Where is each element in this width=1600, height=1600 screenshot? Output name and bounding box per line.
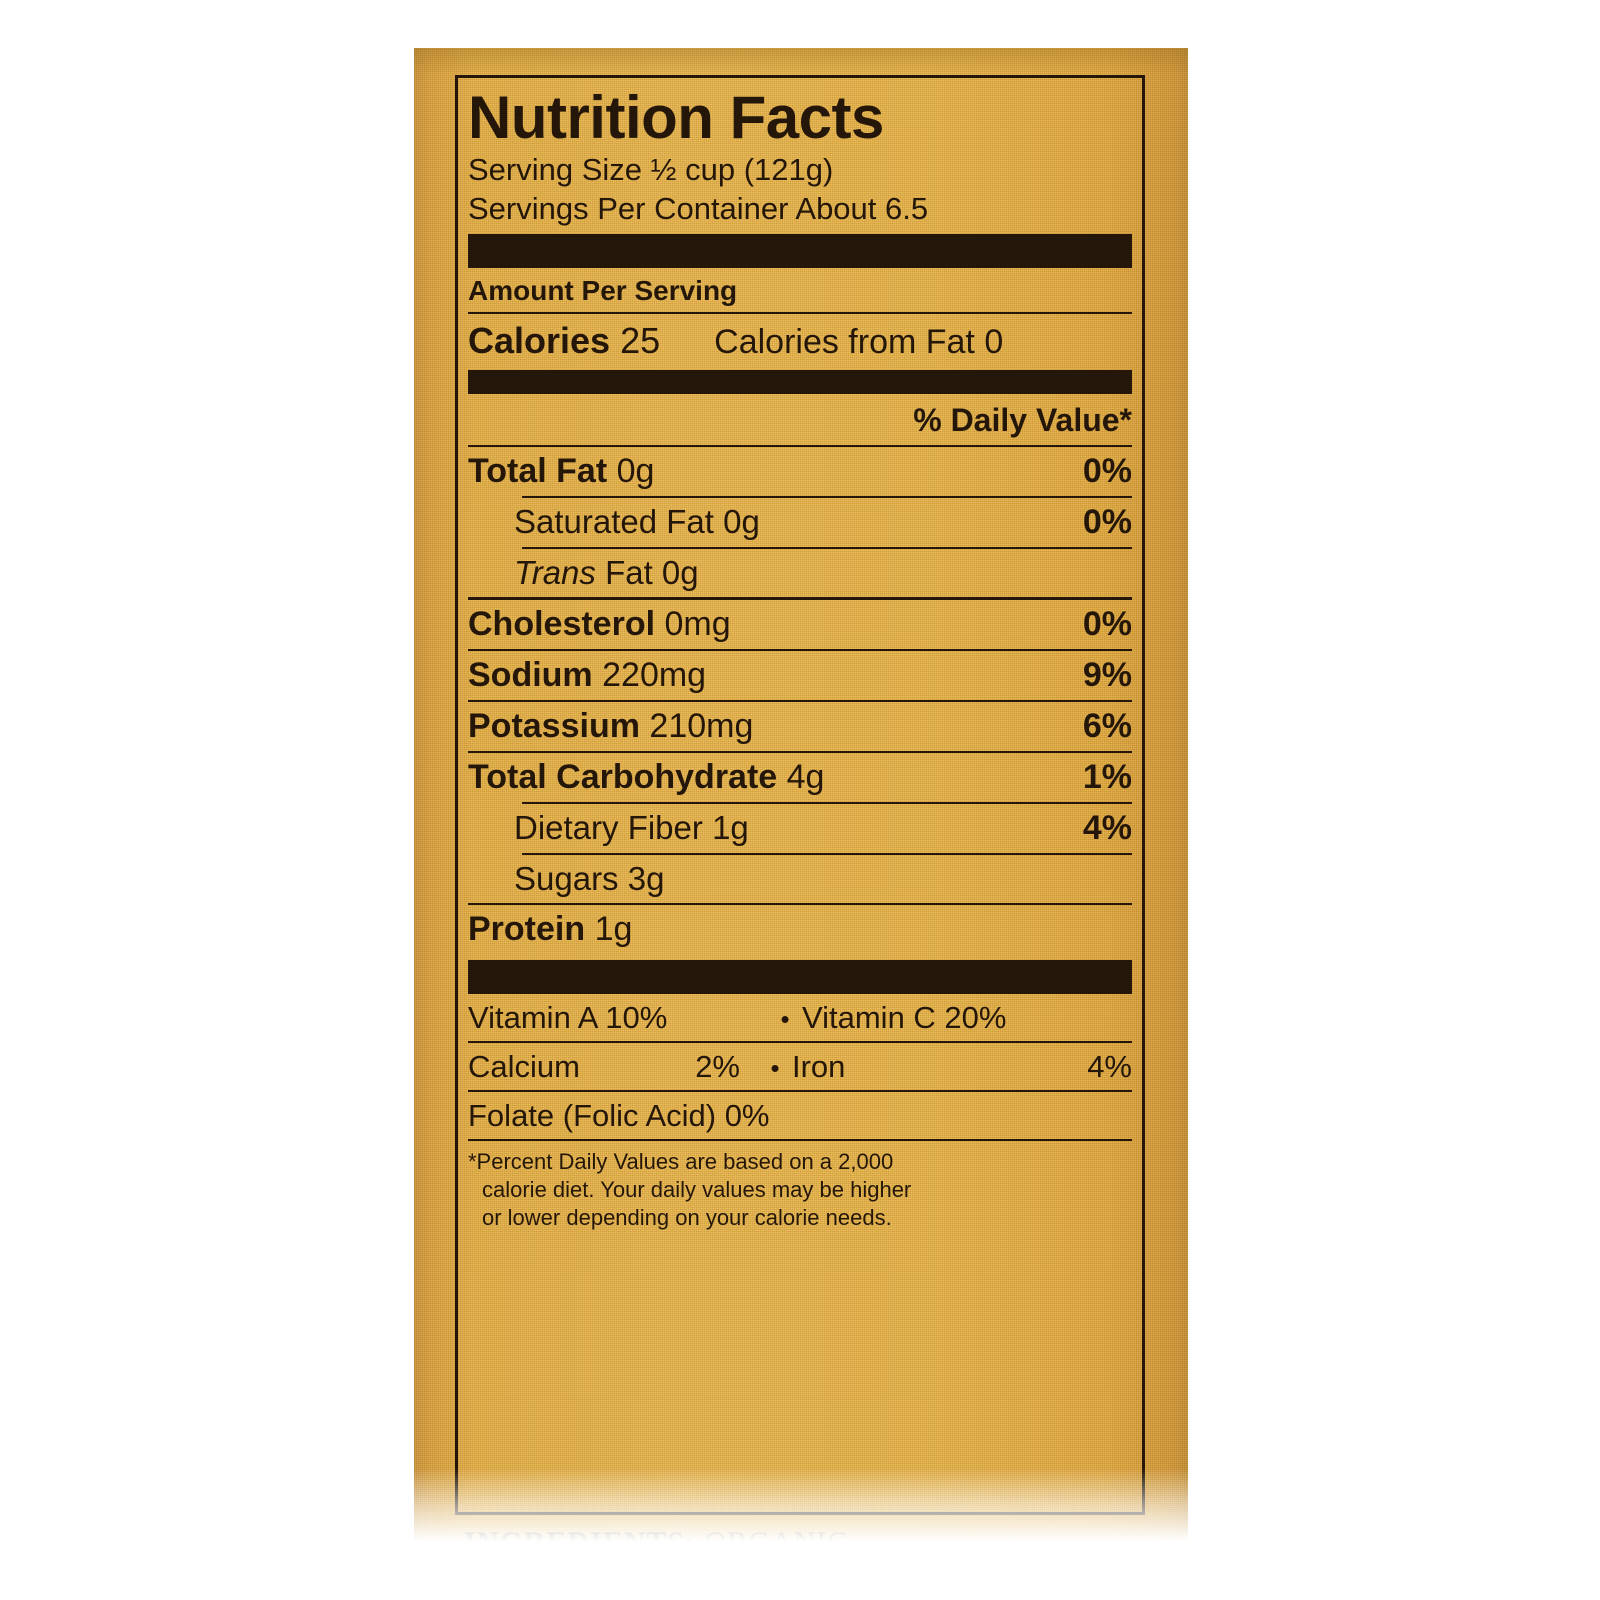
iron-label: Iron [792,1049,846,1084]
sodium-label: Sodium [468,656,593,694]
ingredients-heading: INGREDIENTS: [464,1526,697,1548]
bullet-separator-icon-2: • [770,1053,780,1083]
saturated-fat-left: Saturated Fat 0g [468,503,760,541]
row-dietary-fiber: Dietary Fiber 1g 4% [468,804,1132,853]
trans-fat-italic-word: Trans [514,554,596,591]
total-fat-label: Total Fat [468,452,608,490]
dietary-fiber-label: Dietary Fiber [514,809,703,846]
product-package: Nutrition Facts Serving Size ½ cup (121g… [414,48,1188,1548]
package-top-shading [414,48,1188,74]
total-carb-amount: 4g [786,758,825,796]
row-total-fat: Total Fat 0g 0% [468,447,1132,496]
separator-bar-thick-top [468,234,1132,268]
sodium-dv: 9% [1082,656,1132,694]
cholesterol-dv: 0% [1082,605,1132,643]
total-carb-label: Total Carbohydrate [468,758,778,796]
rule-below-total-carb [522,802,1132,804]
rule-below-calcium-iron [468,1090,1132,1092]
dietary-fiber-amount: 1g [712,809,749,846]
nutrition-facts-title: Nutrition Facts [468,84,884,151]
cholesterol-amount: 0mg [664,605,731,643]
total-fat-dv: 0% [1082,452,1132,490]
cholesterol-left: Cholesterol 0mg [468,605,731,644]
sugars-left: Sugars 3g [468,860,664,898]
sugars-amount: 3g [627,860,665,897]
nutrition-facts-panel: Nutrition Facts Serving Size ½ cup (121g… [455,75,1145,1515]
calcium-label: Calcium [468,1049,580,1084]
footnote-line-3: or lower depending on your calorie needs… [482,1205,892,1230]
row-sodium: Sodium 220mg 9% [468,651,1132,700]
row-sugars: Sugars 3g [468,855,1132,903]
calories-row: Calories 25 Calories from Fat 0 [468,314,1132,366]
row-potassium: Potassium 210mg 6% [468,702,1132,751]
row-total-carbohydrate: Total Carbohydrate 4g 1% [468,753,1132,802]
rule-below-sugars [468,903,1132,905]
row-cholesterol: Cholesterol 0mg 0% [468,600,1132,649]
daily-value-header: % Daily Value* [913,402,1132,438]
rule-above-calories [468,312,1132,314]
potassium-left: Potassium 210mg [468,707,753,746]
dietary-fiber-left: Dietary Fiber 1g [468,809,749,847]
protein-amount: 1g [594,910,633,948]
folate-row: Folate (Folic Acid) 0% [468,1098,770,1133]
protein-left: Protein 1g [468,910,632,949]
saturated-fat-dv: 0% [1082,503,1132,541]
calcium-cell: Calcium 2% [468,1049,758,1085]
trans-fat-rest: Fat 0g [605,554,699,591]
total-carb-left: Total Carbohydrate 4g [468,758,824,797]
sugars-label: Sugars [514,860,619,897]
rule-below-dietary-fiber [522,853,1132,855]
dietary-fiber-dv: 4% [1082,809,1132,847]
potassium-dv: 6% [1082,707,1132,745]
rule-below-folate [468,1139,1132,1141]
rule-below-sodium [468,700,1132,702]
potassium-label: Potassium [468,707,640,745]
row-saturated-fat: Saturated Fat 0g 0% [468,498,1132,547]
amount-per-serving-label: Amount Per Serving [468,275,738,306]
calories-label: Calories [468,320,611,361]
iron-cell: Iron 4% [792,1049,1132,1085]
ingredients-line: INGREDIENTS: ORGANIC [464,1526,1164,1548]
bullet-separator-icon: • [780,1004,790,1034]
calories-label-and-value: Calories 25 [468,320,660,362]
separator-bar-thick-bottom [468,960,1132,994]
protein-label: Protein [468,910,586,948]
rule-below-vitamins [468,1041,1132,1043]
sodium-amount: 220mg [602,656,707,694]
rule-below-total-fat [522,496,1132,498]
vitamin-c-cell: Vitamin C 20% [802,1000,1007,1035]
sodium-left: Sodium 220mg [468,656,706,695]
saturated-fat-label: Saturated Fat [514,503,714,540]
rule-below-saturated-fat [522,547,1132,549]
iron-value: 4% [1087,1049,1132,1084]
rule-above-total-fat [468,445,1132,447]
saturated-fat-amount: 0g [723,503,760,540]
total-fat-left: Total Fat 0g [468,452,654,491]
row-calcium-iron: Calcium 2% • Iron 4% [468,1043,1132,1090]
vitamin-a-cell: Vitamin A 10% [468,1000,668,1035]
calories-from-fat: Calories from Fat 0 [714,323,1004,361]
rule-below-cholesterol [468,649,1132,651]
total-fat-amount: 0g [616,452,655,490]
separator-bar-below-calories [468,370,1132,394]
footnote-line-2: calorie diet. Your daily values may be h… [482,1177,912,1202]
rule-below-potassium [468,751,1132,753]
calories-value: 25 [620,320,661,361]
serving-size-text: Serving Size ½ cup (121g) [468,152,834,187]
rule-below-trans-fat [468,597,1132,600]
footnote-line-1: *Percent Daily Values are based on a 2,0… [468,1149,894,1174]
calcium-value: 2% [695,1049,740,1084]
ingredients-visible-text: ORGANIC [704,1526,849,1548]
cholesterol-label: Cholesterol [468,605,656,643]
total-carb-dv: 1% [1082,758,1132,796]
row-protein: Protein 1g [468,905,1132,954]
row-vitamins-a-c: Vitamin A 10% • Vitamin C 20% [468,994,1132,1041]
trans-fat-left: Trans Fat 0g [468,554,699,592]
potassium-amount: 210mg [649,707,754,745]
servings-per-container-text: Servings Per Container About 6.5 [468,191,929,226]
daily-value-footnote: *Percent Daily Values are based on a 2,0… [468,1141,1132,1232]
row-trans-fat: Trans Fat 0g [468,549,1132,597]
